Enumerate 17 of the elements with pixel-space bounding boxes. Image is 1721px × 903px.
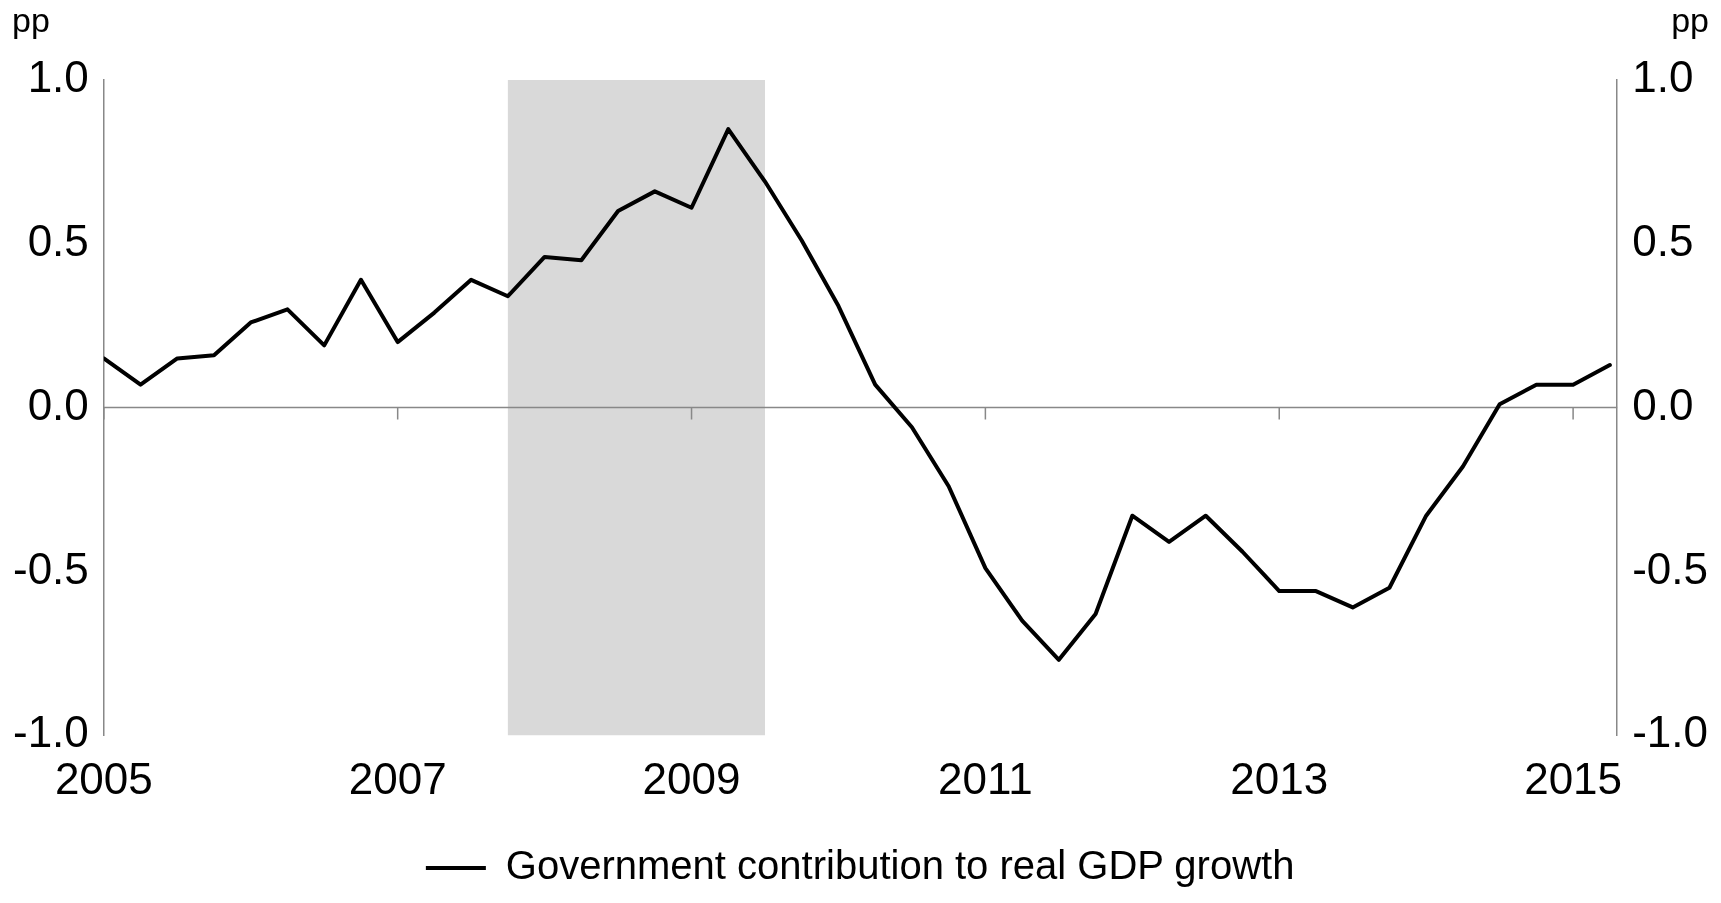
y2-tick-label: 1.0 xyxy=(1632,52,1694,102)
x-tick-label: 2015 xyxy=(1524,753,1623,803)
x-tick-label: 2009 xyxy=(642,753,741,803)
y-tick-label: -0.5 xyxy=(12,543,89,593)
x-tick-label: 2013 xyxy=(1230,753,1329,803)
y2-tick-label: -1.0 xyxy=(1632,707,1709,757)
y-tick-label: 1.0 xyxy=(27,52,89,102)
y2-axis-title: pp xyxy=(1671,1,1709,40)
y-tick-label: 0.5 xyxy=(27,215,89,265)
y2-tick-label: 0.0 xyxy=(1632,379,1694,429)
y2-tick-label: -0.5 xyxy=(1632,543,1709,593)
y-tick-label: 0.0 xyxy=(27,379,89,429)
y2-tick-label: 0.5 xyxy=(1632,215,1694,265)
x-tick-label: 2007 xyxy=(348,753,447,803)
x-tick-label: 2011 xyxy=(938,753,1033,803)
legend-label: Government contribution to real GDP growth xyxy=(505,843,1295,888)
y-axis-title: pp xyxy=(12,1,50,40)
